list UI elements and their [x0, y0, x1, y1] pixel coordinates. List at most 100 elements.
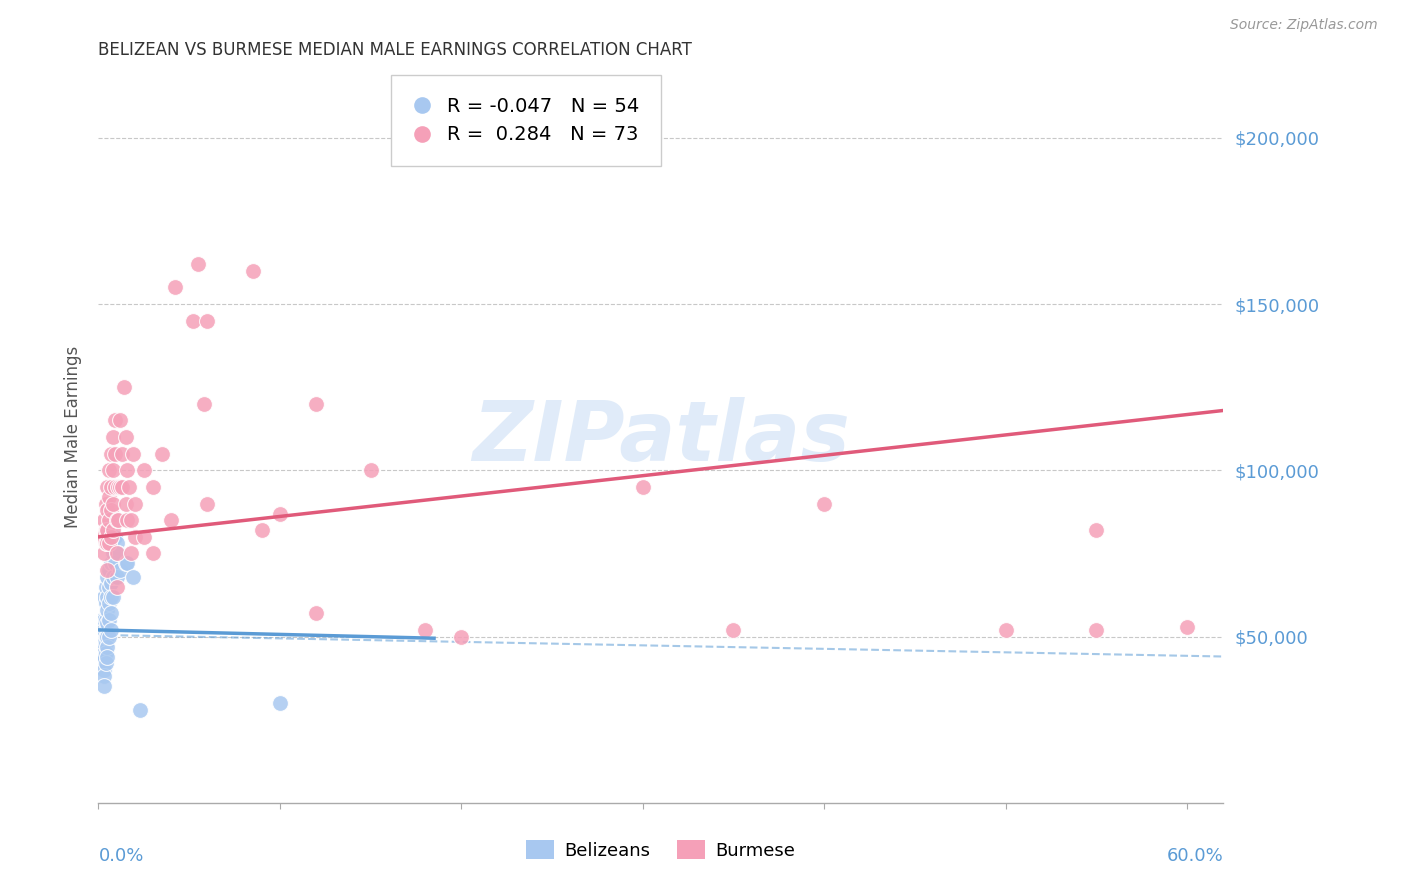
- Point: [994, 623, 1017, 637]
- Point: [101, 463, 124, 477]
- Point: [193, 397, 215, 411]
- Point: [160, 513, 183, 527]
- Point: [93, 636, 115, 650]
- Point: [96, 523, 118, 537]
- Point: [98, 463, 121, 477]
- Point: [107, 480, 129, 494]
- Point: [101, 430, 124, 444]
- Point: [117, 557, 139, 571]
- Point: [98, 613, 121, 627]
- Point: [89, 630, 111, 644]
- Point: [101, 523, 124, 537]
- Point: [94, 523, 117, 537]
- Point: [142, 480, 165, 494]
- Point: [195, 497, 218, 511]
- Point: [104, 413, 127, 427]
- Point: [120, 513, 142, 527]
- Point: [723, 623, 745, 637]
- Point: [105, 513, 128, 527]
- Point: [100, 576, 122, 591]
- Point: [94, 630, 117, 644]
- Point: [91, 636, 114, 650]
- Point: [96, 630, 118, 644]
- Point: [98, 596, 121, 610]
- Point: [98, 580, 121, 594]
- Point: [100, 530, 122, 544]
- Point: [100, 623, 122, 637]
- Point: [107, 513, 129, 527]
- Point: [163, 280, 186, 294]
- Point: [105, 546, 128, 560]
- Point: [94, 613, 117, 627]
- Point: [129, 703, 152, 717]
- Point: [96, 649, 118, 664]
- Point: [93, 649, 115, 664]
- Point: [94, 596, 117, 610]
- Point: [242, 264, 264, 278]
- Point: [101, 570, 124, 584]
- Point: [105, 570, 128, 584]
- Point: [96, 570, 118, 584]
- Point: [94, 536, 117, 550]
- Point: [181, 314, 204, 328]
- Point: [101, 497, 124, 511]
- Point: [122, 570, 145, 584]
- Point: [117, 513, 139, 527]
- Point: [104, 557, 127, 571]
- Point: [98, 513, 121, 527]
- Point: [112, 380, 135, 394]
- Point: [305, 397, 328, 411]
- Legend: Belizeans, Burmese: Belizeans, Burmese: [519, 833, 803, 867]
- Point: [94, 656, 117, 670]
- Point: [150, 447, 173, 461]
- Point: [122, 447, 145, 461]
- Point: [305, 607, 328, 621]
- Point: [94, 497, 117, 511]
- Point: [94, 636, 117, 650]
- Point: [100, 590, 122, 604]
- Point: [111, 447, 134, 461]
- Text: 0.0%: 0.0%: [98, 847, 143, 864]
- Text: ZIPatlas: ZIPatlas: [472, 397, 849, 477]
- Point: [104, 530, 127, 544]
- Point: [114, 557, 136, 571]
- Point: [91, 613, 114, 627]
- Point: [450, 630, 472, 644]
- Point: [269, 507, 291, 521]
- Point: [114, 430, 136, 444]
- Point: [117, 463, 139, 477]
- Point: [89, 623, 111, 637]
- Point: [413, 623, 436, 637]
- Point: [96, 480, 118, 494]
- Point: [100, 607, 122, 621]
- Point: [93, 513, 115, 527]
- Point: [187, 257, 209, 271]
- Point: [111, 480, 134, 494]
- Point: [101, 546, 124, 560]
- Point: [250, 523, 273, 537]
- Point: [98, 630, 121, 644]
- Point: [1175, 619, 1198, 633]
- Point: [93, 613, 115, 627]
- Point: [89, 636, 111, 650]
- Point: [195, 314, 218, 328]
- Point: [93, 663, 115, 677]
- Point: [93, 669, 115, 683]
- Point: [118, 480, 141, 494]
- Point: [105, 536, 128, 550]
- Point: [100, 503, 122, 517]
- Point: [813, 497, 835, 511]
- Text: Source: ZipAtlas.com: Source: ZipAtlas.com: [1230, 18, 1378, 32]
- Point: [91, 653, 114, 667]
- Point: [96, 563, 118, 577]
- Point: [93, 590, 115, 604]
- Point: [124, 530, 146, 544]
- Point: [93, 680, 115, 694]
- Point: [108, 413, 131, 427]
- Point: [93, 623, 115, 637]
- Point: [98, 490, 121, 504]
- Point: [114, 497, 136, 511]
- Point: [100, 480, 122, 494]
- Point: [107, 546, 129, 560]
- Point: [91, 530, 114, 544]
